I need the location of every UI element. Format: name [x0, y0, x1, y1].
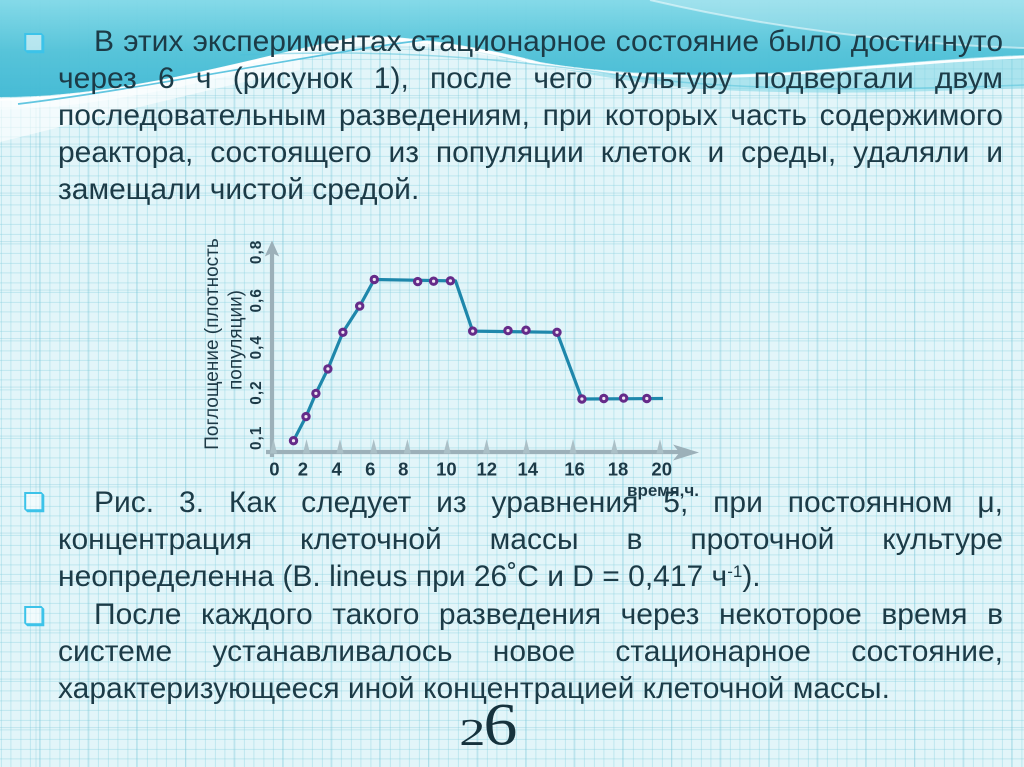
svg-text:2: 2 [298, 458, 308, 479]
svg-text:20: 20 [651, 458, 672, 479]
svg-text:время,ч.: время,ч. [627, 481, 699, 500]
svg-text:10: 10 [436, 458, 457, 479]
svg-text:0,8: 0,8 [248, 240, 265, 264]
svg-text:6: 6 [365, 458, 375, 479]
svg-text:0,6: 0,6 [248, 288, 265, 312]
svg-text:Поглощение (плотность: Поглощение (плотность [202, 238, 223, 450]
svg-text:8: 8 [398, 458, 408, 479]
svg-text:4: 4 [331, 458, 342, 479]
svg-text:0,2: 0,2 [248, 380, 265, 404]
svg-text:16: 16 [564, 458, 585, 479]
svg-text:14: 14 [518, 458, 539, 479]
svg-text:2: 2 [459, 711, 485, 754]
svg-text:6: 6 [484, 691, 518, 758]
svg-text:популяции): популяции) [226, 290, 247, 390]
svg-text:12: 12 [477, 458, 498, 479]
svg-text:0,1: 0,1 [248, 426, 265, 450]
svg-text:0: 0 [269, 458, 279, 479]
svg-text:18: 18 [608, 458, 629, 479]
svg-text:0,4: 0,4 [248, 335, 265, 359]
